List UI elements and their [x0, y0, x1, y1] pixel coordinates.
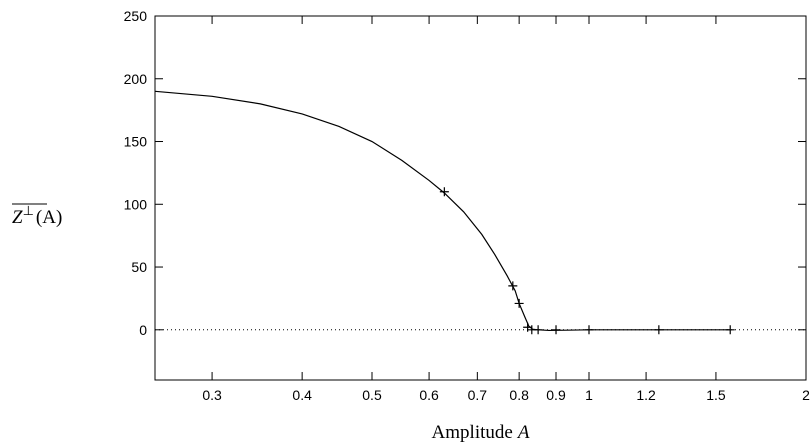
- plot-frame: [154, 15, 807, 381]
- x-tick-label: 2: [802, 387, 810, 403]
- x-axis-label: Amplitude A: [432, 422, 530, 443]
- x-tick-label: 1.2: [636, 387, 656, 403]
- y-axis-label: Z⊥ (A): [12, 203, 62, 228]
- x-tick-label: 0.6: [419, 387, 439, 403]
- data-point-marker: [725, 325, 735, 335]
- data-point-marker: [508, 281, 518, 291]
- data-point-marker: [654, 325, 664, 335]
- y-axis-label-argument: (A): [36, 207, 62, 228]
- y-tick-label: 250: [124, 8, 148, 24]
- series-curve: [155, 90, 731, 332]
- x-tick-label: 0.7: [468, 387, 488, 403]
- plot-area: 0 50 100 150 200 250 0.3 0.4 0.5 0.6 0.7 0.8 0.9 1 1.2…: [124, 8, 810, 403]
- data-point-marker: [514, 298, 524, 308]
- x-axis-label-text: Amplitude: [432, 422, 513, 443]
- y-axis-label-superscript: ⊥: [23, 203, 34, 218]
- y-tick-label: 100: [124, 196, 148, 212]
- y-tick-label: 150: [124, 134, 148, 150]
- x-tick-label: 0.4: [292, 387, 312, 403]
- data-point-marker: [551, 325, 561, 335]
- data-point-marker: [439, 187, 449, 197]
- data-point-marker: [523, 322, 533, 332]
- x-tick-label: 0.3: [202, 387, 222, 403]
- x-tick-label: 0.9: [546, 387, 566, 403]
- x-axis-label-symbol: A: [516, 422, 530, 443]
- data-point-marker: [584, 325, 594, 335]
- y-axis-title: Z⊥ (A): [12, 203, 62, 228]
- x-tick-label: 1: [585, 387, 593, 403]
- x-tick-label: 0.8: [509, 387, 529, 403]
- y-tick-label: 50: [131, 259, 147, 275]
- x-tick-label: 0.5: [362, 387, 382, 403]
- y-tick-label: 0: [139, 322, 147, 338]
- data-point-marker: [533, 325, 543, 335]
- y-tick-label: 200: [124, 71, 148, 87]
- x-tick-label: 1.5: [706, 387, 726, 403]
- y-axis-label-symbol: Z: [12, 207, 23, 228]
- x-axis-title: Amplitude A: [432, 422, 530, 443]
